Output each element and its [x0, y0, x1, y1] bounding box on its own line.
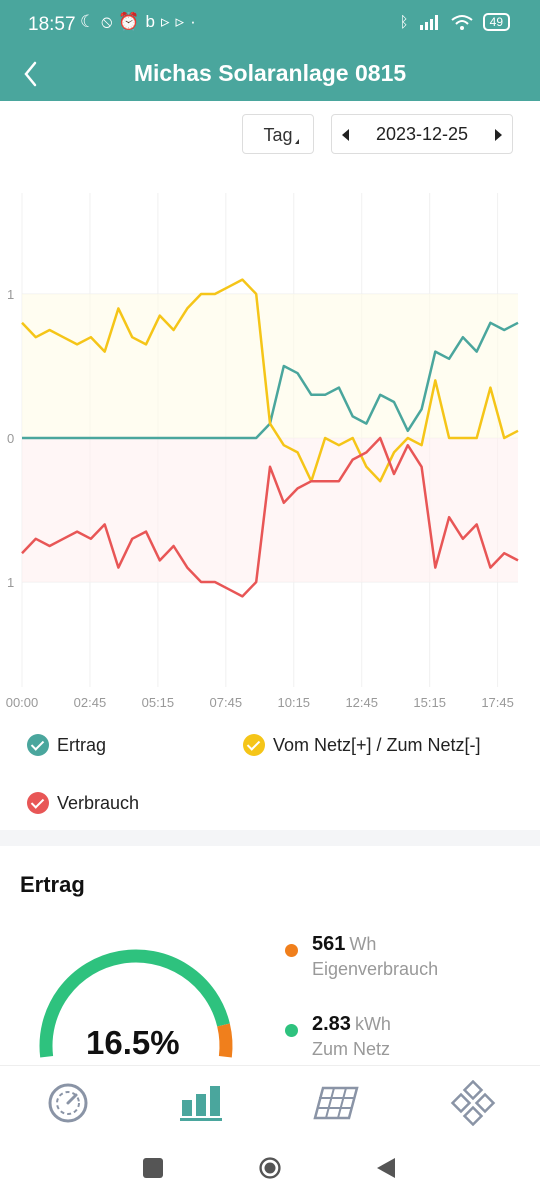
bar-chart-icon[interactable] [178, 1080, 224, 1126]
x-tick-label: 07:45 [210, 695, 243, 710]
legend-item-verbrauch[interactable]: Verbrauch [27, 792, 139, 814]
series-line-2 [21, 436, 519, 598]
signal-icon [419, 15, 438, 30]
triangle-back-icon[interactable] [375, 1157, 397, 1179]
battery-icon: 49 [482, 13, 510, 31]
stat-label: Zum Netz [312, 1039, 391, 1059]
energy-chart: 1 0 1 00:00 02:45 05:15 07:45 10:15 12:45 15:15 17… [6, 193, 519, 710]
check-icon [27, 792, 49, 814]
moon-icon: ☾ [80, 12, 102, 31]
y-tick-label: 1 [7, 575, 14, 590]
dropdown-corner-icon [295, 139, 299, 144]
stat-value: 2.83 [312, 1013, 351, 1035]
x-tick-label: 10:15 [278, 695, 311, 710]
x-tick-label: 00:00 [6, 695, 39, 710]
mute-icon: ⦸ [101, 12, 119, 31]
legend-label: Verbrauch [57, 792, 140, 813]
stat-unit: kWh [354, 1014, 391, 1034]
period-select[interactable]: Tag [242, 114, 314, 154]
check-icon [27, 734, 49, 756]
play-icon: ▹ [160, 12, 176, 31]
play-icon: ▹ [175, 12, 191, 31]
summary-title: Ertrag [20, 872, 85, 897]
prev-day-icon[interactable] [342, 129, 349, 141]
status-bar: 18:57 ☾⦸⏰b▹▹· ᛒ 49 [0, 0, 540, 50]
stat-label: Eigenverbrauch [312, 959, 439, 979]
legend-item-ertrag[interactable]: Ertrag [27, 734, 106, 756]
gauge-value: 16.5% [86, 1024, 180, 1061]
solar-panel-icon[interactable] [313, 1080, 359, 1126]
period-value: Tag [263, 125, 293, 145]
system-icons: ᛒ 49 [400, 13, 510, 31]
gauge-arc-green [39, 949, 230, 1058]
bullet-icon [285, 944, 298, 957]
x-tick-label: 17:45 [481, 695, 514, 710]
status-time: 18:57 [28, 14, 76, 35]
section-divider [0, 830, 540, 846]
wifi-icon [451, 15, 473, 30]
date-value: 2023-12-25 [375, 124, 469, 144]
legend-label: Ertrag [57, 734, 107, 755]
page-title: Michas Solaranlage 0815 [133, 60, 407, 86]
x-tick-label: 12:45 [345, 695, 378, 710]
stat-unit: Wh [349, 934, 377, 954]
system-nav-bar [0, 1140, 540, 1200]
circle-icon[interactable] [256, 1157, 284, 1179]
notification-icons: ☾⦸⏰b▹▹· [80, 12, 202, 32]
square-icon[interactable] [142, 1157, 164, 1179]
series-line-1 [21, 278, 519, 483]
dot-icon: · [190, 12, 202, 31]
y-tick-label: 1 [7, 287, 14, 302]
x-tick-label: 05:15 [142, 695, 175, 710]
legend-label: Vom Netz[+] / Zum Netz[-] [273, 734, 481, 755]
bluetooth-icon: ᛒ [399, 13, 409, 31]
alarm-icon: ⏰ [118, 12, 146, 31]
legend-item-netz[interactable]: Vom Netz[+] / Zum Netz[-] [243, 734, 481, 756]
gauge-icon[interactable] [45, 1080, 91, 1126]
x-tick-label: 15:15 [413, 695, 446, 710]
gauge-arc-orange [217, 1023, 233, 1058]
ertrag-gauge [39, 949, 233, 1058]
devices-grid-icon[interactable] [450, 1080, 496, 1126]
bullet-icon [285, 1024, 298, 1037]
date-picker[interactable]: 2023-12-25 [331, 114, 513, 154]
stat-value: 561 [312, 933, 346, 955]
y-tick-label: 0 [7, 431, 14, 446]
x-tick-label: 02:45 [74, 695, 107, 710]
next-day-icon[interactable] [495, 129, 502, 141]
app-header: Michas Solaranlage 0815 [0, 50, 540, 101]
area-negative [22, 438, 518, 582]
app-b-icon: b [145, 12, 161, 31]
bottom-nav [0, 1065, 540, 1141]
check-icon [243, 734, 265, 756]
chevron-left-icon[interactable] [18, 56, 48, 92]
